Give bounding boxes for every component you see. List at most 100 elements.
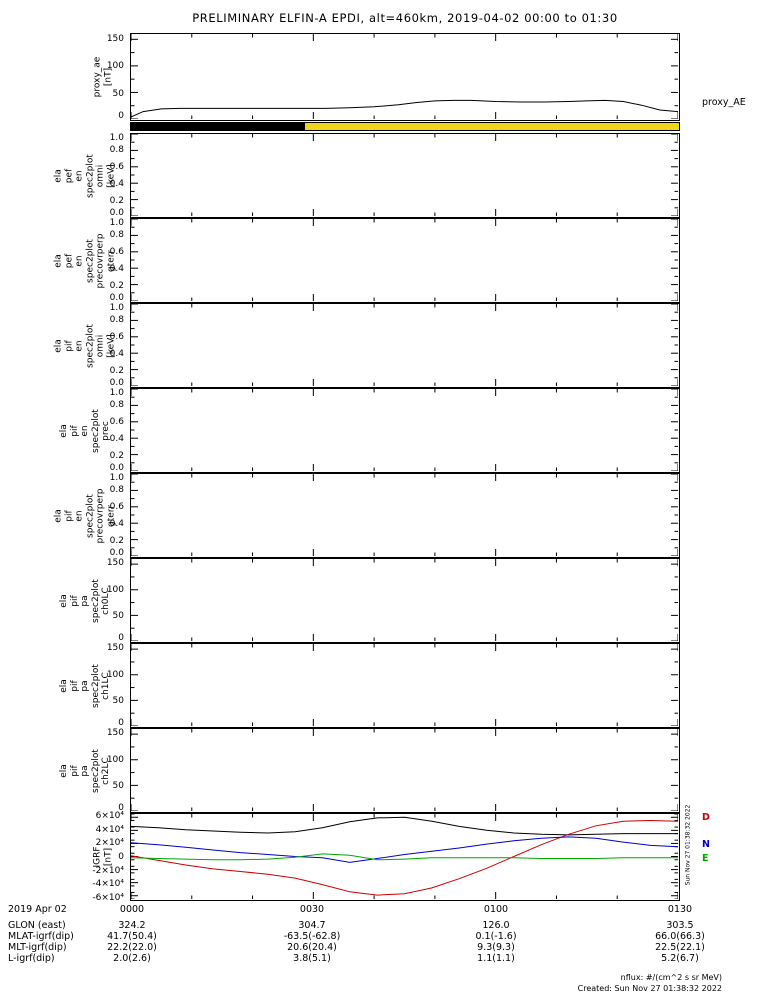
colorbar-segment [304,123,679,130]
panel-ela-pif-en-spec2plot-precovrperp-gterr-ylabel: ela pif en spec2plot precovrperp gterr [53,488,117,543]
panel-ela-pef-en-spec2plot-precovrperp-gterr-plot [131,219,678,301]
ytick-label: 1.0 [109,133,124,143]
igrf-legend-N: N [702,839,710,850]
colorbar-segment [131,123,305,130]
panel-ela-pif-en-spec2plot-omni-ylabel: ela pif en spec2plot omni [keV] [53,323,117,368]
footer-row-label: MLAT-igrf(dip) [8,931,74,942]
ytick-label: 0.8 [109,230,124,240]
ytick-label: 0.2 [109,366,124,376]
footer-value: 3.8(5.1) [293,953,331,964]
timestamp-watermark: Sun Nov 27 01:38:32 2022 [684,804,692,886]
igrf-legend-E: E [702,853,709,864]
panel-proxy-ae-ylabel: proxy_ae [nT] [92,56,114,98]
panel-igrf-plot [131,814,678,899]
series-proxy_AE [131,99,678,118]
footer-value: -63.5(-62.8) [283,931,341,942]
footer-row-label: L-igrf(dip) [8,953,55,964]
panel-ela-pif-pa-spec2plot-ch1LC-plot [131,644,678,726]
series-IGRF_total [131,816,678,836]
footer-row-label: GLON (east) [8,920,66,931]
panel-ela-pef-en-spec2plot-precovrperp-gterr-ylabel: ela pef en spec2plot precovrperp gterr [53,233,117,288]
footer-value: 22.2(22.0) [107,942,157,953]
series-IGRF_D [131,819,678,896]
ytick-label: 4×10⁴ [95,824,124,835]
footer-value: 41.7(50.4) [107,931,157,942]
panel-ela-pif-en-spec2plot-prec-ylabel: ela pif en spec2plot prec [58,408,111,453]
footer-value: 9.3(9.3) [477,942,515,953]
ytick-label: 0.8 [109,145,124,155]
ytick-label: 0.8 [109,315,124,325]
ytick-label: 50 [112,611,124,622]
flag-colorbar [130,122,680,131]
ytick-label: 0 [118,718,124,728]
panel-proxy-ae [130,33,680,121]
ytick-label: 150 [106,643,124,654]
panel-ela-pif-pa-spec2plot-ch0LC [130,558,680,643]
panel-ela-pef-en-spec2plot-precovrperp-gterr [130,218,680,303]
ytick-label: 0.4 [109,179,124,189]
nflux-units-note: nflux: #/(cm^2 s sr MeV) [620,973,722,982]
ytick-label: 0.2 [109,281,124,291]
ytick-label: 1.0 [109,303,124,313]
footer-value: 0130 [667,904,693,915]
ytick-label: 0.0 [109,548,124,558]
ytick-label: -4×10⁴ [92,879,124,890]
ytick-label: 50 [112,88,124,99]
ytick-label: 0.4 [109,434,124,444]
footer-value: 126.0 [482,920,510,931]
footer-value: 0000 [119,904,145,915]
ytick-label: 0.0 [109,463,124,473]
ytick-label: 0.8 [109,485,124,495]
ytick-label: 0.0 [109,378,124,388]
panel-ela-pef-en-spec2plot-omni-ylabel: ela pef en spec2plot omni [keV] [53,153,117,198]
footer-row-label: 2019 Apr 02 [8,904,67,915]
panel-ela-pif-en-spec2plot-omni [130,303,680,388]
footer-value: 22.5(22.1) [655,942,705,953]
ytick-label: 100 [106,61,124,71]
panel-ela-pif-en-spec2plot-precovrperp-gterr [130,473,680,558]
ytick-label: 1.0 [109,388,124,398]
ytick-label: 0.6 [109,502,124,512]
footer-value: 0.1(-1.6) [475,931,517,942]
ytick-label: 0 [118,803,124,813]
footer-value: 0100 [483,904,509,915]
ytick-label: 0 [118,852,124,862]
ytick-label: 0.0 [109,293,124,303]
ytick-label: 0.2 [109,451,124,461]
footer-value: 303.5 [666,920,694,931]
ytick-label: 0.4 [109,349,124,359]
footer-value: 0030 [299,904,325,915]
ytick-label: 0 [118,633,124,643]
ytick-label: 100 [106,669,124,680]
panel-ela-pef-en-spec2plot-omni [130,133,680,218]
ytick-label: 0.8 [109,400,124,410]
ytick-label: 1.0 [109,473,124,483]
ytick-label: 100 [106,754,124,765]
ytick-label: 150 [106,33,124,44]
footer-row-label: MLT-igrf(dip) [8,942,67,953]
plot-title: PRELIMINARY ELFIN-A EPDI, alt=460km, 201… [192,11,618,25]
panel-ela-pif-en-spec2plot-omni-plot [131,304,678,386]
panel-ela-pif-en-spec2plot-prec-plot [131,389,678,471]
ytick-label: 50 [112,781,124,792]
panel-ela-pif-pa-spec2plot-ch0LC-ylabel: ela pif pa spec2plot ch0LC [58,578,111,623]
panel-ela-pif-en-spec2plot-precovrperp-gterr-plot [131,474,678,556]
ytick-label: 100 [106,584,124,595]
panel-ela-pif-pa-spec2plot-ch1LC-ylabel: ela pif pa spec2plot ch1LC [58,663,111,708]
footer-value: 5.2(6.7) [661,953,699,964]
panel-proxy-ae-plot [131,34,678,119]
proxy-ae-right-label: proxy_AE [702,97,746,108]
panel-ela-pif-pa-spec2plot-ch2LC [130,728,680,813]
ytick-label: 6×10⁴ [95,811,124,822]
panel-igrf-ylabel: IGRF [nT] [92,846,114,868]
ytick-label: 0.2 [109,536,124,546]
panel-ela-pif-pa-spec2plot-ch1LC [130,643,680,728]
created-timestamp: Created: Sun Nov 27 01:38:32 2022 [577,984,722,993]
igrf-legend-D: D [702,812,710,823]
ytick-label: 150 [106,558,124,569]
ytick-label: 0.6 [109,247,124,257]
panel-ela-pif-pa-spec2plot-ch2LC-ylabel: ela pif pa spec2plot ch2LC [58,748,111,793]
panel-ela-pef-en-spec2plot-omni-plot [131,134,678,216]
ytick-label: 0 [118,111,124,121]
